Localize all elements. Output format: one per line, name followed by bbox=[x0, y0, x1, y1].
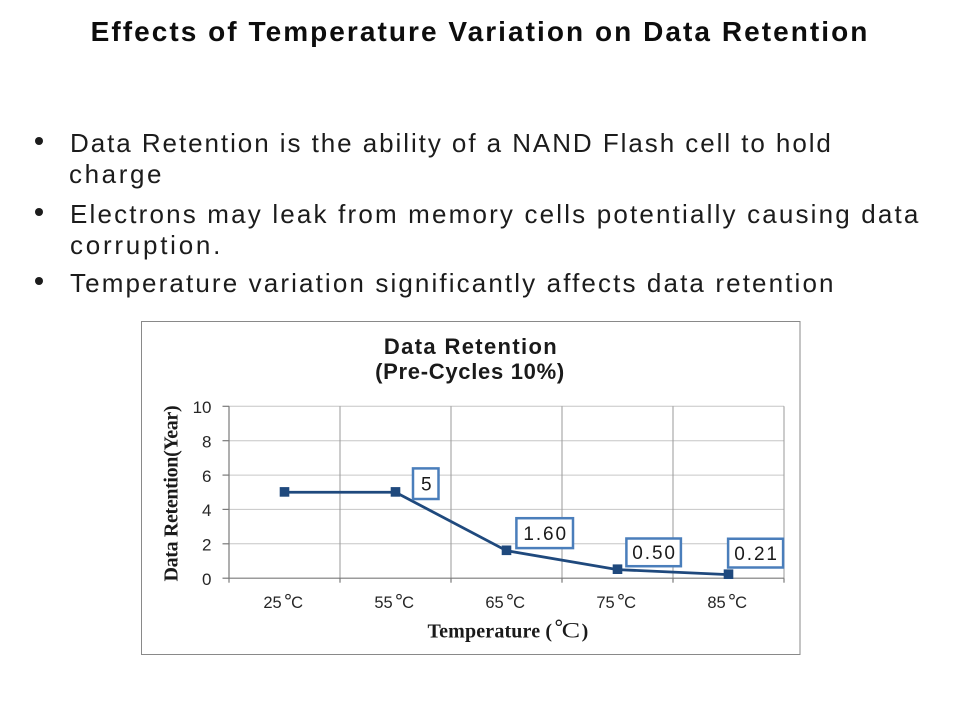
svg-text:C: C bbox=[735, 594, 747, 612]
svg-text:8: 8 bbox=[202, 432, 211, 451]
svg-text:): ) bbox=[582, 620, 589, 642]
svg-text:C: C bbox=[291, 594, 303, 612]
svg-text:C: C bbox=[402, 594, 414, 612]
svg-text:0: 0 bbox=[202, 570, 211, 589]
svg-text:2: 2 bbox=[202, 536, 211, 555]
svg-text:75: 75 bbox=[596, 594, 614, 612]
svg-text:Temperature (: Temperature ( bbox=[428, 620, 553, 642]
svg-text:C: C bbox=[513, 594, 525, 612]
svg-text:1.60: 1.60 bbox=[523, 524, 568, 545]
svg-text:65: 65 bbox=[485, 594, 503, 612]
svg-text:25: 25 bbox=[263, 594, 281, 612]
svg-text:85: 85 bbox=[707, 594, 725, 612]
svg-text:0.21: 0.21 bbox=[734, 544, 779, 565]
svg-text:6: 6 bbox=[202, 467, 211, 486]
svg-text:Data Retention(Year): Data Retention(Year) bbox=[161, 406, 183, 582]
svg-text:5: 5 bbox=[421, 475, 432, 496]
svg-text:10: 10 bbox=[193, 398, 212, 417]
svg-text:(Pre-Cycles 10%): (Pre-Cycles 10%) bbox=[375, 359, 565, 384]
svg-text:Data Retention: Data Retention bbox=[384, 334, 558, 359]
svg-text:C: C bbox=[562, 617, 581, 642]
svg-text:C: C bbox=[624, 594, 636, 612]
svg-text:0.50: 0.50 bbox=[632, 543, 677, 564]
svg-text:55: 55 bbox=[374, 594, 392, 612]
svg-text:4: 4 bbox=[202, 501, 211, 520]
